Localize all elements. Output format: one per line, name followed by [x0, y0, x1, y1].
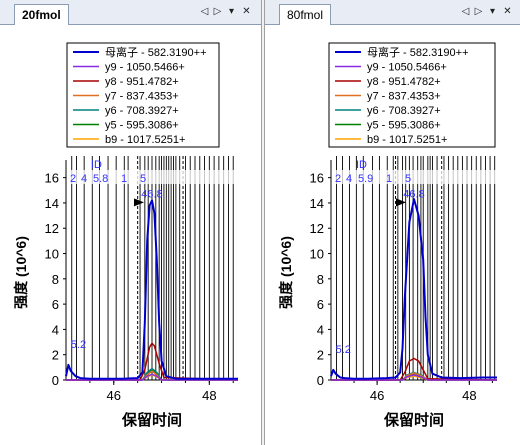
legend-label: y9 - 1050.5466+ — [367, 62, 447, 74]
legend-label: y9 - 1050.5466+ — [105, 62, 185, 74]
tab-20fmol[interactable]: 20fmol — [14, 4, 69, 25]
id-number: 4 — [346, 173, 352, 185]
id-band — [68, 170, 238, 184]
y-tick-label: 8 — [52, 272, 59, 287]
x-tick-label: 48 — [462, 388, 476, 403]
id-number: 5 — [405, 173, 411, 185]
legend-label: y7 - 837.4353+ — [105, 91, 179, 103]
next-tab-icon[interactable]: ▷ — [474, 6, 483, 17]
id-number: 2 — [335, 173, 341, 185]
close-icon[interactable]: ✕ — [503, 6, 512, 17]
id-header: ID — [91, 159, 102, 171]
x-tick-label: 48 — [202, 388, 216, 403]
id-band — [333, 170, 497, 184]
chart-pane-right: 80fmol ◁ ▷ ▾ ✕ 母离子 - 582.3190++ y9 - 1050… — [264, 0, 520, 445]
legend-label: 母离子 - 582.3190++ — [105, 45, 207, 59]
y-axis-label: 强度 (10^6) — [278, 236, 294, 309]
id-number: 5 — [140, 173, 146, 185]
chromatogram-chart: 母离子 - 582.3190++ y9 - 1050.5466+ y8 - 951.… — [13, 42, 239, 429]
y-tick-label: 6 — [52, 297, 59, 312]
series-line — [331, 374, 497, 381]
tab-80fmol[interactable]: 80fmol — [279, 4, 332, 25]
legend-label: y7 - 837.4353+ — [367, 91, 441, 103]
id-lines — [71, 156, 234, 380]
legend-label: y6 - 708.3927+ — [105, 105, 179, 117]
y-tick-label: 4 — [52, 322, 59, 337]
id-number: 2 — [70, 173, 76, 185]
x-tick-label: 46 — [107, 388, 121, 403]
x-tick-label: 46 — [370, 388, 384, 403]
legend-label: y6 - 708.3927+ — [367, 105, 441, 117]
prev-tab-icon[interactable]: ◁ — [200, 6, 209, 17]
tab-strip: 20fmol ◁ ▷ ▾ ✕ — [0, 0, 261, 25]
y-tick-label: 14 — [45, 196, 59, 211]
peak-label: 5.2 — [336, 344, 351, 356]
legend-label: 母离子 - 582.3190++ — [367, 45, 469, 59]
chromatogram-chart: 母离子 - 582.3190++ y9 - 1050.5466+ y8 - 951.… — [278, 42, 498, 429]
legend-label: y5 - 595.3086+ — [367, 120, 441, 132]
legend-label: y8 - 951.4782+ — [105, 76, 179, 88]
legend-label: y5 - 595.3086+ — [105, 120, 179, 132]
y-axis-label: 强度 (10^6) — [13, 236, 29, 309]
series-line — [65, 199, 238, 380]
y-tick-label: 8 — [317, 272, 324, 287]
y-tick-label: 6 — [317, 297, 324, 312]
y-tick-label: 16 — [45, 171, 59, 186]
next-tab-icon[interactable]: ▷ — [213, 6, 222, 17]
tab-strip: 80fmol ◁ ▷ ▾ ✕ — [265, 0, 520, 25]
legend-label: b9 - 1017.5251+ — [105, 134, 185, 146]
series-line — [330, 198, 497, 380]
y-tick-label: 2 — [52, 348, 59, 363]
legend-label: y8 - 951.4782+ — [367, 76, 441, 88]
peak-label: 46.8 — [141, 188, 162, 200]
y-tick-label: 12 — [310, 221, 324, 236]
peak-marker-icon — [134, 198, 144, 207]
id-lines — [336, 156, 496, 380]
tab-menu-icon[interactable]: ▾ — [489, 6, 496, 17]
id-header: ID — [356, 159, 367, 171]
id-number: 4 — [81, 173, 87, 185]
chart-pane-left: 20fmol ◁ ▷ ▾ ✕ 母离子 - 582.3190++ y9 - 1050… — [0, 0, 262, 445]
close-icon[interactable]: ✕ — [242, 6, 251, 17]
id-number: 1 — [121, 173, 127, 185]
prev-tab-icon[interactable]: ◁ — [461, 6, 470, 17]
y-tick-label: 10 — [310, 247, 324, 262]
peak-label: 46.8 — [403, 188, 424, 200]
id-number: 5.9 — [358, 173, 373, 185]
y-tick-label: 16 — [310, 171, 324, 186]
y-tick-label: 0 — [317, 373, 324, 388]
series-line — [331, 357, 498, 381]
y-tick-label: 4 — [317, 322, 324, 337]
y-tick-label: 12 — [45, 221, 59, 236]
x-axis-label: 保留时间 — [383, 411, 444, 429]
tab-menu-icon[interactable]: ▾ — [228, 6, 235, 17]
x-axis-label: 保留时间 — [121, 411, 182, 429]
id-number: 1 — [386, 173, 392, 185]
peak-marker-icon — [396, 198, 406, 207]
id-number: 5.8 — [93, 173, 108, 185]
series-line — [66, 373, 238, 381]
y-tick-label: 2 — [317, 348, 324, 363]
series-line — [66, 342, 239, 381]
peak-label: 5.2 — [71, 339, 86, 351]
legend-label: b9 - 1017.5251+ — [367, 134, 447, 146]
y-tick-label: 14 — [310, 196, 324, 211]
y-tick-label: 0 — [52, 373, 59, 388]
y-tick-label: 10 — [45, 247, 59, 262]
